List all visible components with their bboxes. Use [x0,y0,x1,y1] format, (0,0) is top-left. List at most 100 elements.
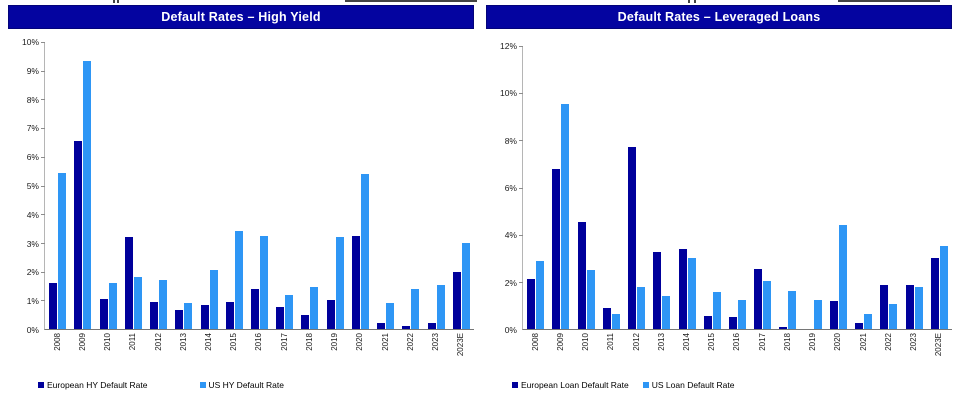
x-axis-label-cell: 2015 [700,330,725,376]
y-axis-tick-label: 10% [21,37,39,47]
x-axis-label: 2010 [103,333,113,351]
bar-group-2016 [247,42,272,329]
bar [108,283,117,329]
y-axis-tick-mark [41,185,45,187]
bar-group-2016 [725,46,750,329]
x-axis-label: 2010 [581,333,591,351]
x-axis-label: 2017 [757,333,767,351]
y-axis-tick-mark [41,70,45,72]
bar-group-2022 [398,42,423,329]
bar [712,292,721,329]
bar [436,284,445,329]
x-axis-label-cell: 2014 [674,330,699,376]
x-axis-label: 2013 [656,333,666,351]
x-axis-label-cell: 2012 [624,330,649,376]
x-axis-label-cell: 2023 [902,330,927,376]
bar [259,235,268,329]
bar [637,286,646,329]
bar [209,270,218,329]
x-axis-label: 2020 [833,333,843,351]
y-axis-tick-mark [41,42,45,43]
bar [124,237,133,329]
bar [133,277,142,329]
bar-group-2020 [348,42,373,329]
bar [703,316,712,329]
x-axis-label-cell: 2008 [523,330,548,376]
legend: European HY Default Rate US HY Default R… [8,380,474,390]
y-axis-tick-label: 5% [26,181,39,191]
x-axis-label: 2019 [808,333,818,351]
x-axis-label-cell: 2008 [45,330,70,376]
bar [234,231,243,329]
bar [83,60,92,329]
bar-group-2011 [599,46,624,329]
bar-group-2009 [548,46,573,329]
bar [452,271,461,329]
plot-area [41,42,474,330]
bar [411,288,420,329]
x-axis-label: 2023E [934,333,944,357]
legend-item-us: US HY Default Rate [199,380,284,390]
bar [914,286,923,329]
legend-label-us: US Loan Default Rate [651,380,735,390]
legend-swatch-european-icon [512,382,518,388]
bar [310,287,319,329]
x-axis-label-cell: 2009 [70,330,95,376]
y-axis-tick-label: 7% [26,123,39,134]
y-axis-tick-mark [519,93,523,95]
x-axis-label-cell: 2023 [424,330,449,376]
bars-container [523,46,952,329]
bar [930,258,939,329]
chart-title: Default Rates – High Yield [161,10,321,24]
y-axis-tick-mark [41,271,45,273]
bar [939,246,948,329]
x-axis-label: 2012 [631,333,641,351]
bar [653,252,662,329]
bar [602,307,611,329]
y-axis-tick-label: 6% [504,183,517,193]
legend: European Loan Default Rate US Loan Defau… [486,380,952,390]
y-axis-tick-label: 0% [504,325,517,335]
x-axis-label-cell: 2009 [548,330,573,376]
x-axis-label-cell: 2015 [222,330,247,376]
bar [326,300,335,329]
x-axis-label-cell: 2023E [927,330,952,376]
bar [427,323,436,329]
bar-group-2012 [146,42,171,329]
legend-item-us: US Loan Default Rate [642,380,735,390]
bar-group-2010 [573,46,598,329]
y-axis-tick-mark [519,234,523,236]
x-axis-label: 2008 [530,333,540,351]
y-axis-tick-label: 0% [26,325,39,335]
bar-group-2023 [424,42,449,329]
x-axis-label: 2020 [355,333,365,351]
legend-swatch-us-icon [642,382,649,388]
bar-group-2023E [927,46,952,329]
x-axis-label-cell: 2011 [599,330,624,376]
bar [99,298,108,329]
bar [611,313,620,329]
x-axis-label: 2016 [254,333,264,351]
chart-panel-leveraged-loans: Default Rates – Leveraged Loans 0% 2% 4% 6%… [486,5,952,390]
cropped-content-artifact [117,0,119,3]
x-axis-label-cell: 2013 [649,330,674,376]
bar [838,225,847,329]
y-axis-tick-mark [519,187,523,189]
x-axis-label-cell: 2022 [876,330,901,376]
cropped-content-artifact [694,0,696,3]
bar-group-2018 [297,42,322,329]
x-axis-label: 2013 [178,333,188,351]
bar-group-2019 [801,46,826,329]
x-axis-label-cell: 2021 [851,330,876,376]
bar-group-2018 [775,46,800,329]
x-axis-label-cell: 2016 [247,330,272,376]
y-axis-tick-label: 9% [26,65,39,76]
y-axis-tick-mark [519,281,523,283]
bars-container [45,42,474,329]
x-axis-label-cell: 2018 [297,330,322,376]
plot-area [519,46,952,330]
x-axis-label-cell: 2012 [146,330,171,376]
x-axis-label-cell: 2013 [171,330,196,376]
x-axis-label: 2009 [77,333,87,351]
bar-group-2013 [649,46,674,329]
